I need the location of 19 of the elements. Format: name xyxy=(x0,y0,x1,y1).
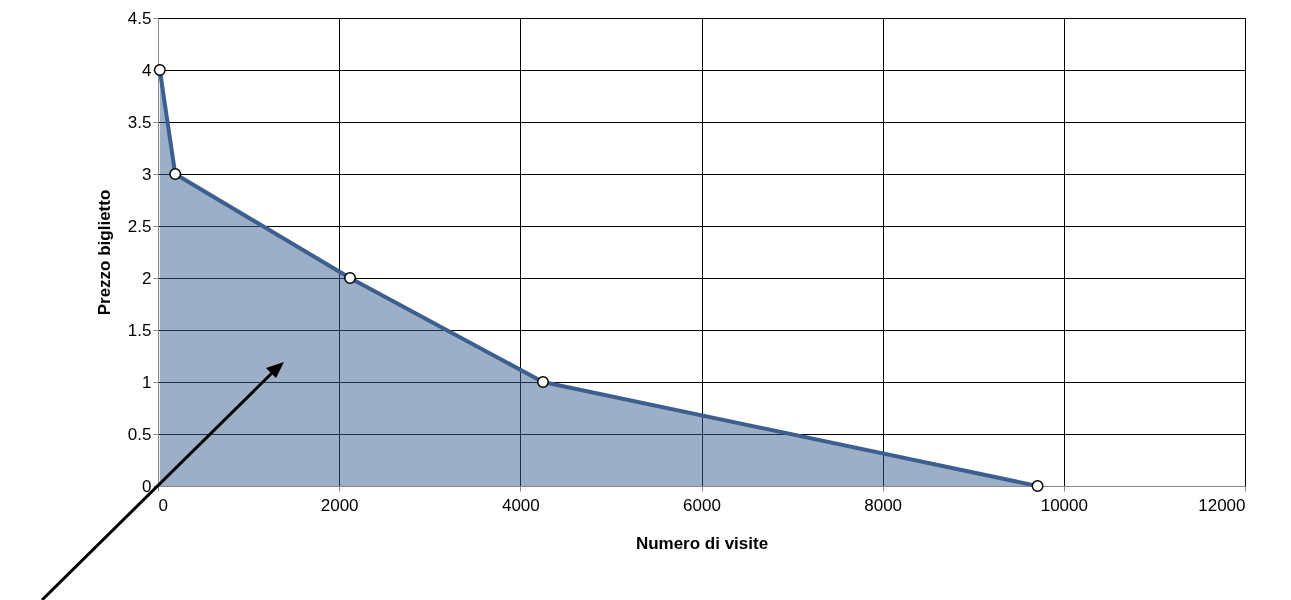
x-tick-label: 4000 xyxy=(501,495,540,515)
y-tick-label: 0.5 xyxy=(127,424,152,444)
y-axis-title: Prezzo biglietto xyxy=(94,189,114,316)
x-tick-label: 2000 xyxy=(320,495,359,515)
y-tick-label: 0 xyxy=(142,476,152,496)
x-tick-label: 10000 xyxy=(1040,495,1088,515)
x-axis-title: Numero di visite xyxy=(635,533,769,553)
x-tick-label: 6000 xyxy=(683,495,721,515)
y-tick-label: 3 xyxy=(142,164,152,184)
y-tick-label: 1 xyxy=(142,372,152,392)
x-tick-label: 12000 xyxy=(1198,495,1246,515)
y-tick-label: 2.5 xyxy=(127,216,152,236)
x-tick-label: 0 xyxy=(158,495,168,515)
y-tick-label: 4 xyxy=(142,60,152,80)
y-tick-label: 1.5 xyxy=(127,320,152,340)
x-tick-label: 8000 xyxy=(864,495,903,515)
y-tick-label: 2 xyxy=(142,268,152,288)
y-tick-label: 4.5 xyxy=(127,8,152,28)
y-tick-label: 3.5 xyxy=(127,112,152,132)
